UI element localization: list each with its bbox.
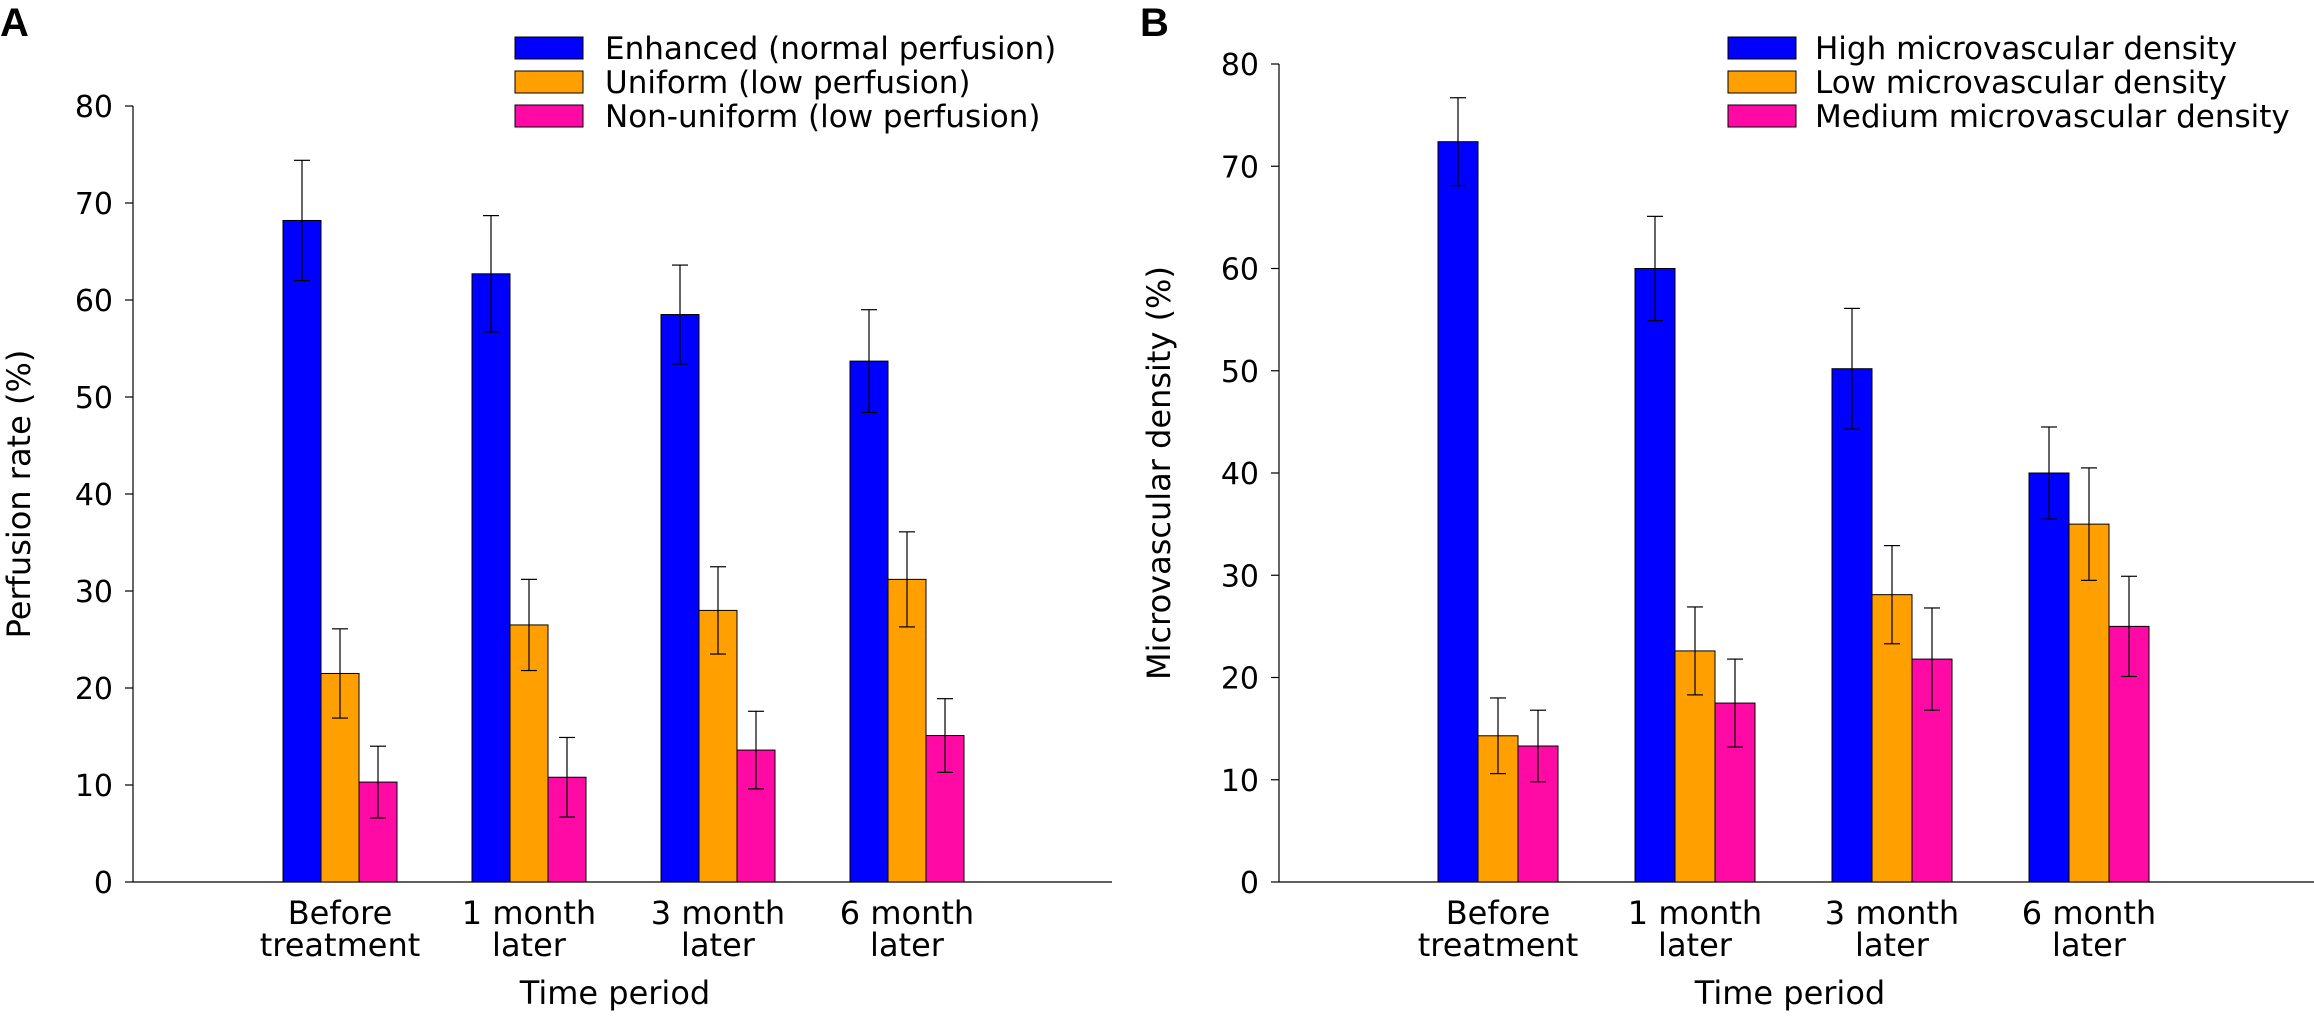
y-tick-label: 0	[94, 866, 113, 901]
y-tick-label: 10	[1221, 764, 1259, 799]
y-tick-label: 80	[1221, 48, 1259, 83]
legend-label: Medium microvascular density	[1815, 99, 2290, 135]
y-tick-label: 0	[1240, 866, 1259, 901]
legend-label: Enhanced (normal perfusion)	[605, 31, 1056, 67]
x-tick-label: later	[1855, 926, 1930, 964]
legend-label: High microvascular density	[1815, 31, 2237, 67]
x-tick-label: Before	[288, 894, 393, 932]
x-tick-label: later	[2052, 926, 2127, 964]
bar	[509, 624, 549, 883]
x-tick-label: 1 month	[462, 894, 596, 932]
bar	[1634, 268, 1676, 883]
legend-swatch	[1727, 36, 1797, 60]
x-tick-label: 6 month	[840, 894, 974, 932]
y-tick-label: 70	[1221, 150, 1259, 185]
x-tick-label: treatment	[1418, 926, 1579, 964]
y-tick-label: 20	[75, 672, 113, 707]
y-tick-label: 50	[1221, 355, 1259, 390]
legend-label: Low microvascular density	[1815, 65, 2227, 101]
y-tick-label: 20	[1221, 662, 1259, 697]
x-axis-label: Time period	[519, 974, 710, 1012]
y-tick-label: 70	[75, 187, 113, 222]
bar	[1437, 141, 1479, 883]
legend-swatch	[514, 36, 584, 60]
x-tick-label: treatment	[260, 926, 421, 964]
legend-swatch	[1727, 70, 1797, 94]
y-tick-label: 40	[1221, 457, 1259, 492]
y-tick-label: 60	[75, 284, 113, 319]
bar	[2068, 523, 2110, 883]
x-tick-label: 1 month	[1628, 894, 1762, 932]
panel-letter: A	[0, 1, 29, 45]
panel-a: A 0 10 20 30 40 50 60 70 80 Perfusion rate (%) Time…	[0, 1, 1112, 1012]
x-tick-label: 6 month	[2022, 894, 2156, 932]
bar	[887, 578, 927, 883]
bar	[849, 360, 889, 883]
bar	[660, 314, 700, 883]
y-tick-label: 10	[75, 769, 113, 804]
x-tick-label: later	[870, 926, 945, 964]
bar	[1831, 368, 1873, 883]
legend-swatch	[514, 104, 584, 128]
x-tick-label: later	[681, 926, 756, 964]
legend-swatch	[1727, 104, 1797, 128]
y-tick-label: 40	[75, 478, 113, 513]
x-axis-label: Time period	[1694, 974, 1885, 1012]
x-tick-label: later	[492, 926, 567, 964]
bar	[282, 219, 322, 883]
bar	[2028, 472, 2070, 883]
panel-letter: B	[1140, 1, 1169, 45]
y-axis-label: Microvascular density (%)	[1140, 266, 1178, 680]
legend-swatch	[514, 70, 584, 94]
y-axis-label: Perfusion rate (%)	[0, 350, 38, 639]
panel-b: B 0 10 20 30 40 50 60 70 80 Microvascular density …	[1140, 1, 2314, 1012]
y-tick-label: 80	[75, 90, 113, 125]
y-tick-label: 30	[75, 575, 113, 610]
legend-label: Uniform (low perfusion)	[605, 65, 971, 101]
y-tick-label: 60	[1221, 253, 1259, 288]
x-tick-label: Before	[1446, 894, 1551, 932]
y-tick-label: 50	[75, 381, 113, 416]
y-tick-label: 30	[1221, 559, 1259, 594]
bar	[471, 273, 511, 883]
bar	[698, 609, 738, 883]
x-tick-label: 3 month	[651, 894, 785, 932]
x-tick-label: later	[1658, 926, 1733, 964]
x-tick-label: 3 month	[1825, 894, 1959, 932]
legend-label: Non-uniform (low perfusion)	[605, 99, 1040, 135]
